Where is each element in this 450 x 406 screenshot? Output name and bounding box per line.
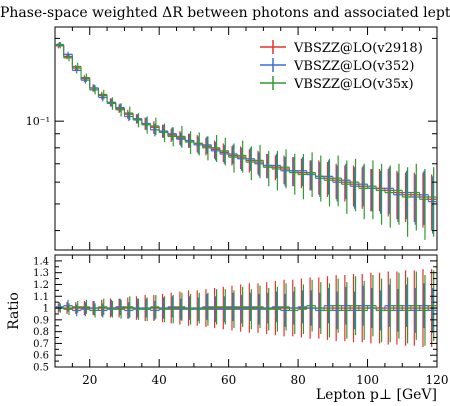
- ratio-ytick-label-0: 0.5: [33, 363, 49, 374]
- ratio-ytick-label-2: 0.7: [33, 339, 49, 350]
- x-axis-label: Lepton p⊥ [GeV]: [316, 387, 437, 403]
- x-tick-label-0: 20: [82, 373, 97, 387]
- legend-item-2: VBSZZ@LO(v35x): [260, 76, 414, 92]
- ratio-axis-label: Ratio: [6, 292, 22, 330]
- ratio-ytick-label-9: 1.4: [33, 256, 49, 267]
- ratio-ytick-label-3: 0.8: [33, 327, 49, 338]
- legend-item-1: VBSZZ@LO(v352): [260, 58, 415, 74]
- x-tick-label-3: 80: [290, 373, 305, 387]
- legend-label-1: VBSZZ@LO(v352): [293, 59, 415, 74]
- legend: VBSZZ@LO(v2918) VBSZZ@LO(v352) VBSZZ@LO(v3…: [260, 40, 423, 92]
- legend-label-2: VBSZZ@LO(v35x): [293, 77, 414, 92]
- ratio-ytick-label-4: 0.9: [33, 315, 49, 326]
- main-ytick-label-0: 10⁻¹: [26, 115, 50, 128]
- x-tick-label-1: 40: [152, 373, 167, 387]
- ratio-plot: 0.50.60.70.80.911.11.21.31.4 20 40 60 80 100 1…: [6, 255, 448, 387]
- legend-item-0: VBSZZ@LO(v2918): [260, 40, 423, 56]
- x-tick-label-5: 120: [426, 373, 449, 387]
- ratio-ytick-label-1: 0.6: [33, 351, 49, 362]
- ratio-ytick-label-7: 1.2: [33, 280, 49, 291]
- legend-label-0: VBSZZ@LO(v2918): [293, 41, 423, 56]
- ratio-ytick-label-6: 1.1: [33, 292, 49, 303]
- x-tick-label-2: 60: [221, 373, 236, 387]
- ratio-ytick-label-5: 1: [43, 304, 49, 315]
- ratio-ytick-label-8: 1.3: [33, 268, 49, 279]
- x-tick-label-4: 100: [356, 373, 379, 387]
- chart-title: Phase-space weighted ΔR between photons …: [0, 5, 450, 21]
